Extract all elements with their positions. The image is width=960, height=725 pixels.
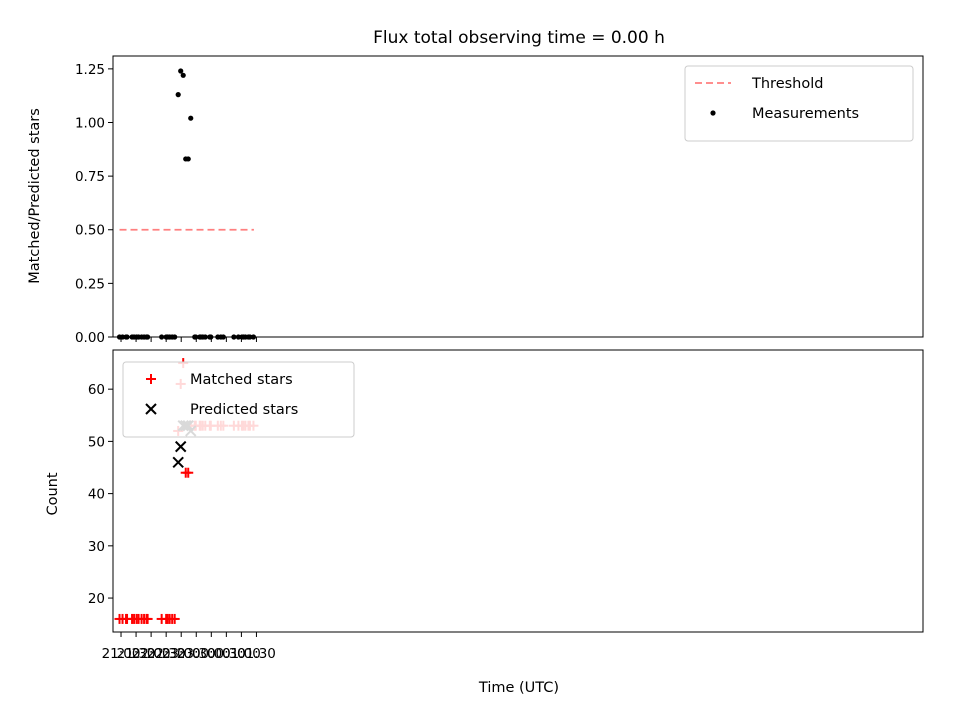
x-tick-label: 01:00 <box>222 646 261 662</box>
ratio-plot-panel: 0.00 0.25 0.50 0.75 1.00 1.25 Threshold Measure… <box>75 55 924 346</box>
predicted-star-marker <box>175 440 187 453</box>
y-tick-label: 0.00 <box>75 330 105 346</box>
legend-box <box>684 65 914 142</box>
count-plot-panel: 20 30 40 50 60 21:0021:3022:0022:3023:0023:30… <box>88 349 924 662</box>
y-tick-label: 50 <box>88 434 105 450</box>
legend-predicted-swatch <box>145 403 157 415</box>
legend: Threshold Measurements <box>684 65 914 142</box>
x-tick-label: 21:00 <box>102 646 141 662</box>
measurement-point <box>188 115 194 121</box>
legend-label: Predicted stars <box>190 402 298 418</box>
x-tick-label: 22:30 <box>147 646 186 662</box>
y-tick-label: 0.50 <box>75 223 105 239</box>
measurement-point <box>180 72 186 78</box>
y-tick-label: 0.75 <box>75 169 105 185</box>
legend-label: Measurements <box>752 106 859 122</box>
x-tick-label: 00:00 <box>192 646 231 662</box>
measurement-point <box>185 156 191 162</box>
measurement-point <box>178 68 184 74</box>
legend-measurement-swatch <box>710 110 716 116</box>
plot-frame <box>112 349 924 633</box>
legend-label: Threshold <box>751 76 823 92</box>
y-tick-label: 30 <box>88 539 105 555</box>
chart-title: Flux total observing time = 0.00 h <box>373 28 665 48</box>
y-tick-label: 0.25 <box>75 276 105 292</box>
x-tick-label: 00:30 <box>207 646 246 662</box>
top-y-axis-label: Matched/Predicted stars <box>27 108 43 284</box>
predicted-star-marker <box>172 456 184 468</box>
matched-star-marker <box>142 613 153 624</box>
legend-label: Matched stars <box>190 372 293 388</box>
x-tick-label: 01:30 <box>237 646 276 662</box>
x-tick-label: 21:30 <box>117 646 156 662</box>
x-tick-label: 22:00 <box>132 646 171 662</box>
y-tick-label: 1.00 <box>75 115 105 131</box>
x-stroke <box>175 440 187 453</box>
matched-star-marker <box>183 467 194 478</box>
legend-box <box>122 361 355 438</box>
plot-frame <box>112 55 924 338</box>
bottom-y-axis-label: Count <box>45 472 61 515</box>
y-tick-label: 20 <box>88 591 105 607</box>
x-axis-label: Time (UTC) <box>478 680 559 696</box>
x-tick-label: 23:00 <box>162 646 201 662</box>
y-tick-label: 60 <box>88 382 105 398</box>
x-stroke <box>172 456 184 468</box>
measurement-point <box>175 92 181 98</box>
y-tick-label: 1.25 <box>75 62 105 78</box>
matched-star-marker <box>169 613 180 624</box>
x-tick-label: 23:30 <box>177 646 216 662</box>
y-tick-label: 40 <box>88 487 105 503</box>
legend: Matched stars Predicted stars <box>122 361 355 438</box>
